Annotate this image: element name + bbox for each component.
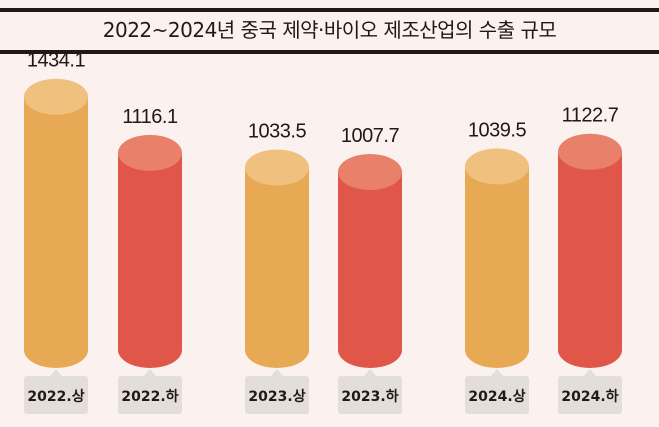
category-label: 2023.상 — [248, 389, 305, 405]
category-label: 2024.상 — [468, 389, 525, 405]
category-tag — [338, 376, 402, 414]
bar — [558, 151, 622, 350]
data-label: 1007.7 — [341, 125, 400, 147]
chart-title: 2022~2024년 중국 제약·바이오 제조산업의 수출 규모 — [102, 18, 557, 42]
cylinder-cap — [118, 134, 182, 171]
cylinder-cap — [338, 154, 402, 191]
category-tag-pointer — [583, 369, 597, 377]
bar — [245, 167, 309, 350]
category-tag — [465, 376, 529, 414]
bar — [118, 152, 182, 350]
category-tag — [245, 376, 309, 414]
category-label: 2023.하 — [341, 388, 398, 405]
category-label: 2022.하 — [121, 388, 178, 405]
bar — [465, 166, 529, 350]
category-tag — [24, 376, 88, 414]
category-tag-pointer — [49, 369, 63, 377]
bar — [24, 96, 88, 350]
category-tag-pointer — [363, 369, 377, 377]
category-label: 2024.하 — [561, 388, 618, 405]
data-label: 1122.7 — [562, 105, 619, 127]
data-label: 1434.1 — [27, 50, 86, 72]
bar — [338, 172, 402, 350]
cylinder-cap — [558, 133, 622, 170]
title-band: 2022~2024년 중국 제약·바이오 제조산업의 수출 규모 — [0, 0, 659, 56]
data-label: 1033.5 — [248, 120, 307, 142]
category-tag-pointer — [270, 369, 284, 377]
data-label: 1116.1 — [122, 106, 178, 128]
title-rule-top — [0, 8, 659, 12]
data-label: 1039.5 — [468, 119, 527, 141]
cylinder-cap — [24, 78, 88, 115]
category-tag-pointer — [490, 369, 504, 377]
category-tag — [118, 376, 182, 414]
title-rule-bottom — [0, 50, 659, 54]
category-tag-pointer — [143, 369, 157, 377]
cylinder-cap — [465, 148, 529, 185]
cylinder-cap — [245, 149, 309, 186]
category-tag — [558, 376, 622, 414]
category-label: 2022.상 — [27, 389, 84, 405]
